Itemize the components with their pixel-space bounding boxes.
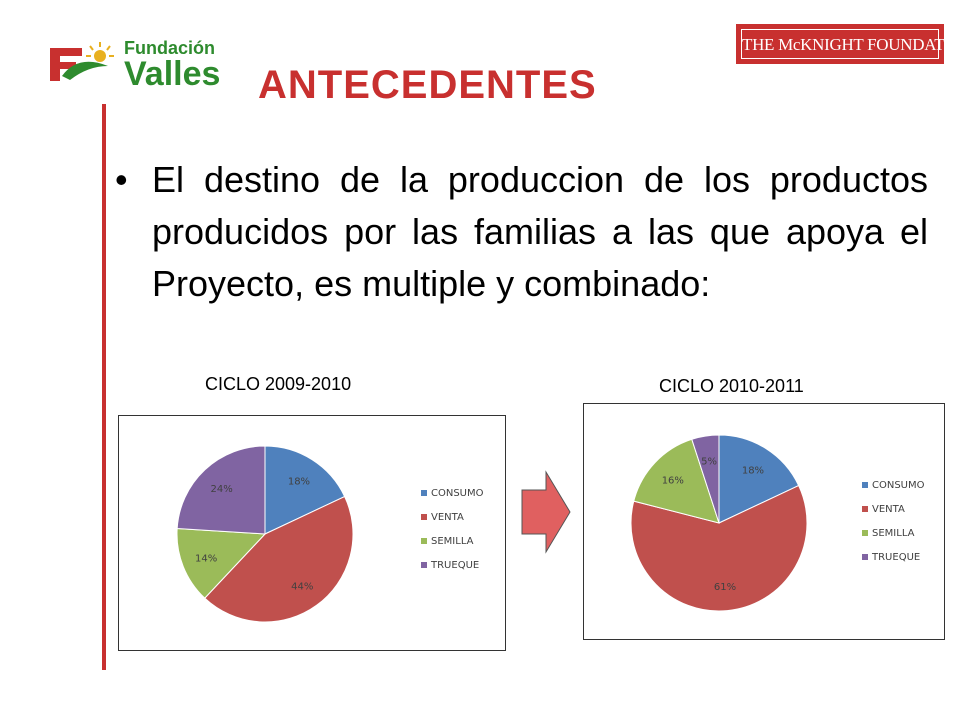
fundacion-valles-logo [48,36,228,86]
vertical-divider [102,104,106,670]
chart-2-legend-swatch-trueque [862,554,868,560]
chart-1-legend-label-venta: VENTA [431,512,464,523]
chart-1-data-label-venta: 44% [291,581,313,592]
chart-1-data-label-semilla: 14% [195,553,217,564]
chart-2-slice-venta [630,484,808,612]
chart-2-container: 18% 61% 16% 5% CONSUMO VENTA SEMILLA TRUEQUE [583,403,945,640]
chart-1-legend-swatch-venta [421,514,427,520]
chart-1-legend-label-consumo: CONSUMO [431,488,484,499]
bullet-paragraph: El destino de la produccion de los produ… [152,159,928,304]
chart-2-caption: CICLO 2010-2011 [659,376,804,396]
chart-2-legend-swatch-venta [862,506,868,512]
chart-1-slice-trueque [176,445,266,535]
chart-1-slice-semilla [176,527,267,599]
logo-line-fundacion: Fundación [124,38,215,58]
chart-2-data-label-trueque: 5% [701,456,717,467]
logo-line-valles: Valles [124,55,221,93]
chart-2-data-label-venta: 61% [714,582,736,593]
chart-2-data-label-semilla: 16% [662,476,684,487]
right-arrow-icon [520,470,572,559]
chart-2-slice-trueque [691,434,720,524]
pie-chart-2009-2010: 18% 44% 14% 24% CONSUMO VENTA SEMILLA TRUEQUE [176,445,484,623]
fundacion-valles-logo-mark [50,42,114,81]
chart-2-legend-label-semilla: SEMILLA [872,528,915,539]
mcknight-logo-text: THE McKNIGHT FOUNDATION [741,29,960,59]
slide-title: ANTECEDENTES [258,63,597,107]
chart-2-slice-consumo [718,434,800,524]
chart-1-legend-swatch-consumo [421,490,427,496]
chart-2-legend-swatch-consumo [862,482,868,488]
chart-2-legend-label-trueque: TRUEQUE [871,552,920,563]
chart-1-container: 18% 44% 14% 24% CONSUMO VENTA SEMILLA TRUEQUE [118,415,506,651]
pie-chart-2010-2011: 18% 61% 16% 5% CONSUMO VENTA SEMILLA TRUEQUE [630,434,925,612]
mcknight-foundation-logo: THE McKNIGHT FOUNDATION [736,24,960,64]
bullet-icon: • [115,159,128,200]
chart-1-legend-label-trueque: TRUEQUE [430,560,479,571]
chart-1-slice-venta [204,495,354,623]
chart-2-data-label-consumo: 18% [742,466,764,477]
chart-1-data-label-consumo: 18% [288,477,310,488]
chart-1-slice-consumo [264,445,346,535]
chart-1-legend-swatch-trueque [421,562,427,568]
chart-1-legend-label-semilla: SEMILLA [431,536,474,547]
chart-2-legend-label-venta: VENTA [872,504,905,515]
chart-2-legend-label-consumo: CONSUMO [872,480,925,491]
chart-1-caption: CICLO 2009-2010 [205,374,352,394]
chart-2-slice-semilla [633,438,720,524]
chart-1-data-label-trueque: 24% [211,484,233,495]
fundacion-valles-wordmark: Fundación Valles [124,38,221,93]
chart-1-legend-swatch-semilla [421,538,427,544]
chart-2-legend-swatch-semilla [862,530,868,536]
